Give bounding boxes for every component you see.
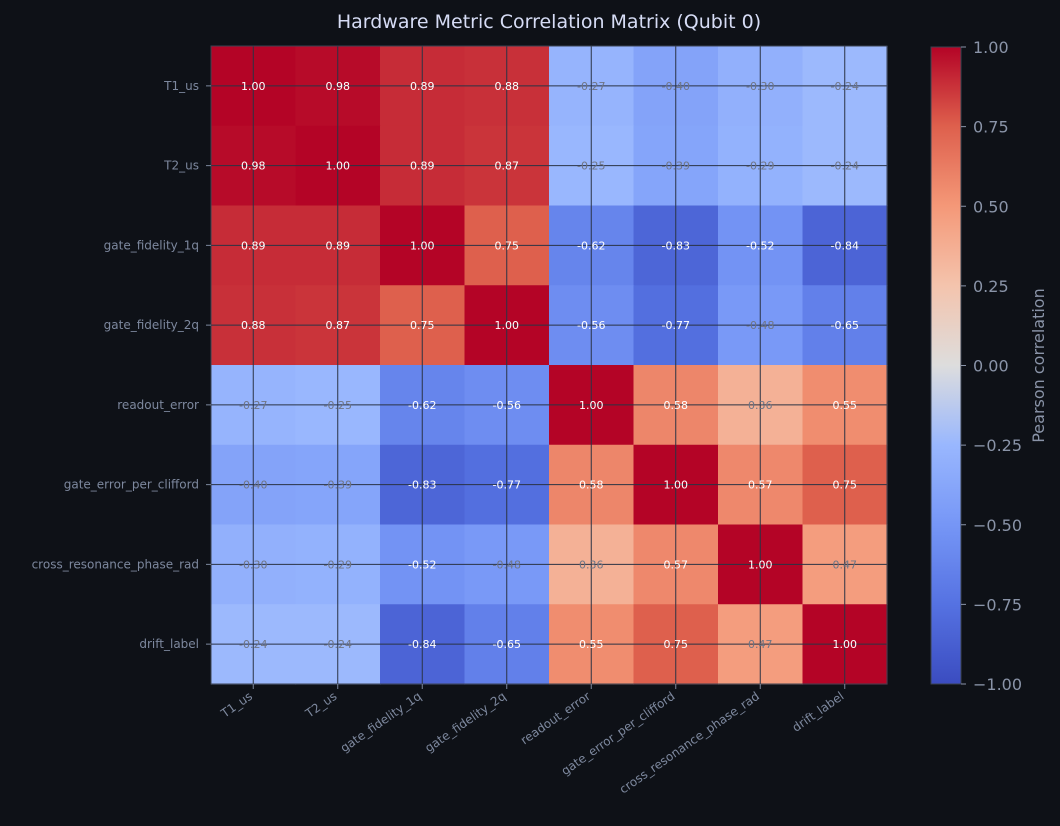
cell-value-label: 0.75 [664,638,689,651]
cell-value-label: -0.52 [746,239,774,252]
cell-value-label: -0.24 [324,638,352,651]
cell-value-label: 0.88 [495,80,520,93]
heatmap-cells [211,46,888,685]
cell-value-label: 0.87 [326,319,351,332]
cell-value-label: 1.00 [495,319,520,332]
cell-value-label: -0.40 [662,80,690,93]
cell-value-label: 1.00 [664,479,689,492]
row-tick-label: drift_label [139,637,199,651]
cell-value-label: -0.83 [408,479,436,492]
cell-value-label: -0.24 [831,160,859,173]
cell-value-label: 0.75 [495,239,520,252]
column-tick-label: gate_fidelity_1q [338,689,424,755]
row-tick-label: gate_fidelity_1q [104,238,199,252]
cell-value-label: -0.27 [577,80,605,93]
cell-value-label: 0.89 [410,80,435,93]
colorbar-label: Pearson correlation [1029,288,1048,443]
cell-value-label: -0.48 [746,319,774,332]
column-tick-label: T1_us [218,689,255,721]
cell-value-label: 1.00 [579,399,604,412]
cell-value-label: -0.25 [577,160,605,173]
cell-value-label: 0.55 [579,638,604,651]
cell-value-label: -0.84 [831,239,859,252]
cell-value-label: -0.65 [831,319,859,332]
colorbar-tick-label: −0.75 [973,595,1022,614]
cell-value-label: -0.65 [493,638,521,651]
cell-value-label: -0.84 [408,638,436,651]
heatmap-frame [210,45,888,685]
row-tick-labels: T1_us T2_us gate_fidelity_1q gate_fidelity_… [32,79,211,651]
cell-value-label: 1.00 [748,558,773,571]
cell-value-label: -0.56 [577,319,605,332]
cell-value-label: 0.47 [833,558,858,571]
cell-value-label: -0.77 [493,479,521,492]
cell-value-label: 0.88 [241,319,266,332]
cell-value-label: -0.25 [324,399,352,412]
row-tick-label: gate_fidelity_2q [104,318,199,332]
cell-value-label: 1.00 [833,638,858,651]
cell-value-label: -0.56 [493,399,521,412]
colorbar-tick-label: 0.25 [973,277,1009,296]
cell-value-label: 0.98 [326,80,351,93]
colorbar-tick-label: 0.50 [973,197,1009,216]
cell-value-label: 0.98 [241,160,266,173]
cell-value-label: 0.58 [579,479,604,492]
colorbar-tick-label: 0.75 [973,118,1009,137]
colorbar-tick-label: −0.25 [973,436,1022,455]
cell-value-label: 1.00 [241,80,266,93]
cell-value-label: -0.62 [408,399,436,412]
cell-value-label: 0.47 [748,638,773,651]
cell-value-label: 0.36 [579,558,604,571]
cell-value-label: -0.48 [493,558,521,571]
column-tick-label: cross_resonance_phase_rad [617,689,762,796]
row-tick-label: gate_error_per_clifford [64,478,199,492]
cell-value-label: -0.83 [662,239,690,252]
heatmap-grid [210,45,888,685]
cell-value-label: -0.24 [831,80,859,93]
cell-value-label: 0.58 [664,399,689,412]
row-tick-label: readout_error [117,398,199,412]
cell-value-label: -0.52 [408,558,436,571]
cell-value-label: -0.39 [662,160,690,173]
cell-value-label: 0.57 [748,479,773,492]
cell-value-label: -0.77 [662,319,690,332]
colorbar-tick-label: −0.50 [973,516,1022,535]
colorbar-gradient [930,46,962,685]
column-tick-labels: T1_us T2_usgate_fidelity_1qgate_fidelity_… [218,684,847,796]
column-tick-label: T2_us [302,689,339,721]
cell-value-label: -0.29 [746,160,774,173]
colorbar-tick-label: −1.00 [973,675,1022,694]
cell-value-label: 0.89 [410,160,435,173]
colorbar: 1.00 0.75 0.50 0.25 0.00 −0.25 −0.50 −0.75 −1.00 [930,38,1022,694]
cell-value-label: -0.40 [239,479,267,492]
cell-value-label: -0.24 [239,638,267,651]
row-tick-label: T2_us [163,159,199,173]
cell-value-label: 0.55 [833,399,858,412]
cell-value-label: 0.75 [410,319,435,332]
cell-value-label: -0.62 [577,239,605,252]
colorbar-tick-label: 1.00 [973,38,1009,57]
cell-value-label: 0.36 [748,399,773,412]
cell-value-label: 1.00 [410,239,435,252]
cell-value-label: -0.30 [746,80,774,93]
cell-value-label: 0.57 [664,558,689,571]
cell-value-label: -0.27 [239,399,267,412]
row-tick-label: cross_resonance_phase_rad [32,557,199,571]
heatmap-cell-labels: 1.00 0.98 0.89 0.88 -0.27 -0.40 -0.30 -0.24 0.98… [239,80,859,651]
colorbar-tick-label: 0.00 [973,357,1009,376]
column-tick-label: gate_fidelity_2q [422,689,508,755]
cell-value-label: 0.75 [833,479,858,492]
chart-title: Hardware Metric Correlation Matrix (Qubi… [337,11,761,33]
row-tick-label: T1_us [163,79,199,93]
column-tick-label: drift_label [790,689,847,735]
cell-value-label: 1.00 [326,160,351,173]
cell-value-label: 0.89 [241,239,266,252]
cell-value-label: -0.39 [324,479,352,492]
cell-value-label: -0.30 [239,558,267,571]
cell-value-label: 0.89 [326,239,351,252]
cell-value-label: 0.87 [495,160,520,173]
cell-value-label: -0.29 [324,558,352,571]
column-tick-label: readout_error [518,689,593,747]
